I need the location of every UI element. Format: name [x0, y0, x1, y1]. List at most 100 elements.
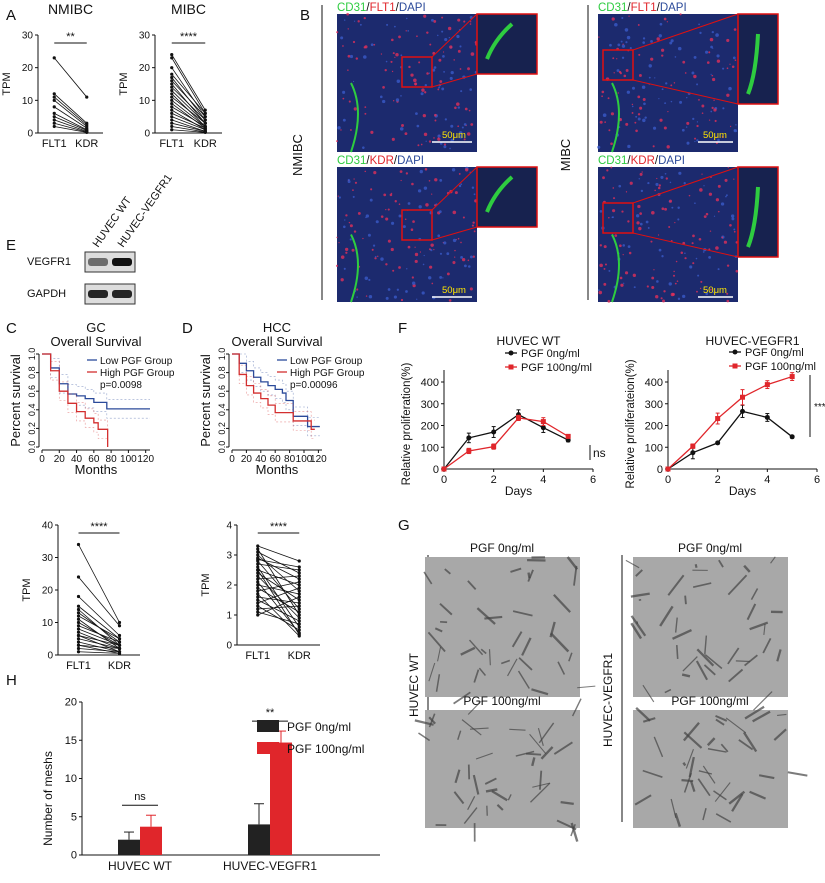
panel-g-cell-network	[473, 669, 480, 683]
chart-H-y-tick-label: 15	[65, 735, 77, 747]
panel-g-cell-network	[746, 603, 757, 621]
panel-b-micrograph-signal-dot	[422, 113, 427, 118]
panel-b-micrograph-signal-dot	[344, 219, 346, 221]
chart-F_wt-x-tick-label: 2	[491, 474, 497, 486]
panel-b-micrograph-signal-dot	[411, 276, 414, 279]
panel-g-cell-network	[770, 556, 776, 564]
chart-A2-point	[170, 105, 174, 109]
panel-b-micrograph-signal-dot	[701, 104, 705, 108]
panel-g-cell-network	[695, 660, 708, 681]
panel-b-micrograph-signal-dot	[699, 287, 702, 290]
panel-b-micrograph-signal-dot	[452, 238, 457, 243]
chart-D_tpm-point	[256, 586, 260, 590]
panel-b-micrograph-signal-dot	[424, 91, 427, 94]
chart-A1-title: NMIBC	[48, 1, 93, 17]
panel-b-micrograph-signal-dot	[631, 103, 634, 106]
panel-b-micrograph-signal-dot	[677, 218, 680, 221]
panel-g-cell-network	[525, 752, 542, 756]
panel-b-micrograph-signal-dot	[357, 211, 361, 215]
chart-D_tpm-pair-line	[257, 545, 300, 562]
panel-b-zoom-line	[632, 232, 739, 258]
panel-b-micrograph-signal-dot	[625, 191, 628, 193]
panel-b-micrograph-signal-dot	[627, 144, 631, 149]
panel-b-micrograph-signal-dot	[428, 276, 432, 280]
panel-b-micrograph-vessel	[611, 82, 620, 153]
chart-D_tpm-point	[297, 632, 301, 637]
panel-b-micrograph-signal-dot	[446, 252, 450, 256]
chart-C_km-x-tick-label: 120	[137, 454, 154, 465]
panel-g-cell-network	[689, 780, 696, 792]
chart-C_tpm-pair-line	[78, 596, 120, 636]
chart-A2-y-tick-label: 30	[139, 31, 151, 42]
panel-b-micrograph-signal-dot	[660, 175, 664, 179]
panel-b-micrograph-signal-dot	[674, 282, 677, 285]
panel-b-micrograph-signal-dot	[651, 276, 655, 280]
chart-A1-pair-line	[54, 122, 87, 133]
panel-b-micrograph-signal-dot	[454, 256, 456, 258]
panel-b-title-sep2: /	[396, 2, 400, 14]
panel-b-micrograph-signal-dot	[621, 17, 624, 20]
panel-b-title-dapi: DAPI	[399, 2, 426, 14]
panel-b-micrograph-signal-dot	[457, 18, 461, 22]
chart-F_vegfr1-legend-marker	[732, 363, 738, 369]
panel-g-micrograph	[633, 710, 788, 828]
chart-A1-y-tick-label: 20	[22, 63, 34, 74]
chart-C_tpm-point	[117, 637, 122, 641]
panel-b-micrograph-signal-dot	[694, 137, 697, 140]
chart-C_tpm-y-tick-label: 10	[42, 618, 54, 629]
panel-b-micrograph-signal-dot	[454, 106, 457, 110]
panel-b-micrograph-signal-dot	[395, 52, 399, 57]
panel-b-title-sep1: /	[366, 155, 370, 167]
chart-C_tpm-y-tick-label: 40	[42, 521, 54, 532]
panel-b-micrograph-signal-dot	[449, 45, 453, 49]
chart-F_wt-x-tick-label: 4	[540, 474, 546, 486]
panel-b-micrograph-signal-dot	[711, 106, 714, 109]
chart-D_tpm-point	[256, 592, 260, 596]
panel-b-micrograph-signal-dot	[459, 45, 462, 48]
chart-D_km-x-tick-label: 60	[270, 454, 282, 465]
panel-b-micrograph-signal-dot	[398, 266, 401, 269]
panel-g-cell-network	[714, 782, 731, 802]
panel-b-micrograph-signal-dot	[434, 178, 438, 182]
chart-A2-point	[170, 124, 174, 129]
panel-b-micrograph-signal-dot	[723, 240, 728, 244]
panel-b-micrograph-signal-dot	[647, 227, 650, 229]
chart-D_tpm-pair-line	[257, 584, 300, 595]
panel-b-micrograph-signal-dot	[714, 119, 717, 123]
panel-b-micrograph-signal-dot	[722, 67, 725, 70]
panel-b-micrograph-signal-dot	[664, 172, 667, 175]
chart-F_vegfr1-point	[789, 374, 795, 380]
panel-g-cell-network	[527, 572, 531, 579]
chart-C_tpm-point	[76, 617, 81, 621]
panel-b-micrograph-signal-dot	[631, 112, 634, 114]
panel-b-title-marker: FLT1	[370, 2, 396, 14]
panel-b-micrograph-signal-dot	[654, 77, 656, 79]
panel-b-micrograph-signal-dot	[606, 169, 609, 172]
panel-b-micrograph-signal-dot	[717, 268, 720, 271]
panel-b-micrograph-signal-dot	[622, 254, 624, 256]
panel-g-cell-network	[630, 622, 643, 640]
panel-g-cell-network	[454, 769, 461, 784]
chart-D_tpm-point	[297, 592, 301, 596]
panel-b-micrograph-signal-dot	[641, 171, 643, 173]
chart-C_km-x-tick-label: 80	[106, 454, 118, 465]
panel-g-cell-network	[682, 762, 687, 767]
panel-g-cell-network	[635, 569, 643, 577]
panel-b-micrograph-signal-dot	[438, 58, 442, 62]
chart-D_tpm-point	[256, 598, 260, 602]
panel-b-micrograph-signal-dot	[343, 225, 346, 229]
panel-b-micrograph-signal-dot	[399, 127, 404, 131]
chart-A2-y-tick-label: 0	[144, 129, 150, 140]
panel-g-cell-network	[437, 646, 442, 662]
panel-b-micrograph-signal-dot	[698, 98, 700, 101]
panel-b-micrograph-signal-dot	[335, 264, 339, 267]
panel-b-inset-vessel	[485, 175, 514, 213]
panel-g-cell-network	[758, 774, 775, 780]
panel-b-micrograph-signal-dot	[603, 282, 607, 286]
panel-b-micrograph-signal-dot	[659, 118, 663, 122]
panel-b-micrograph-signal-dot	[385, 60, 388, 63]
chart-F_wt-legend-label: PGF 100ng/ml	[521, 362, 592, 374]
panel-b-micrograph-signal-dot	[613, 72, 615, 74]
chart-F_vegfr1-y-tick-label: 0	[657, 464, 663, 476]
panel-g-cell-network	[625, 559, 640, 569]
